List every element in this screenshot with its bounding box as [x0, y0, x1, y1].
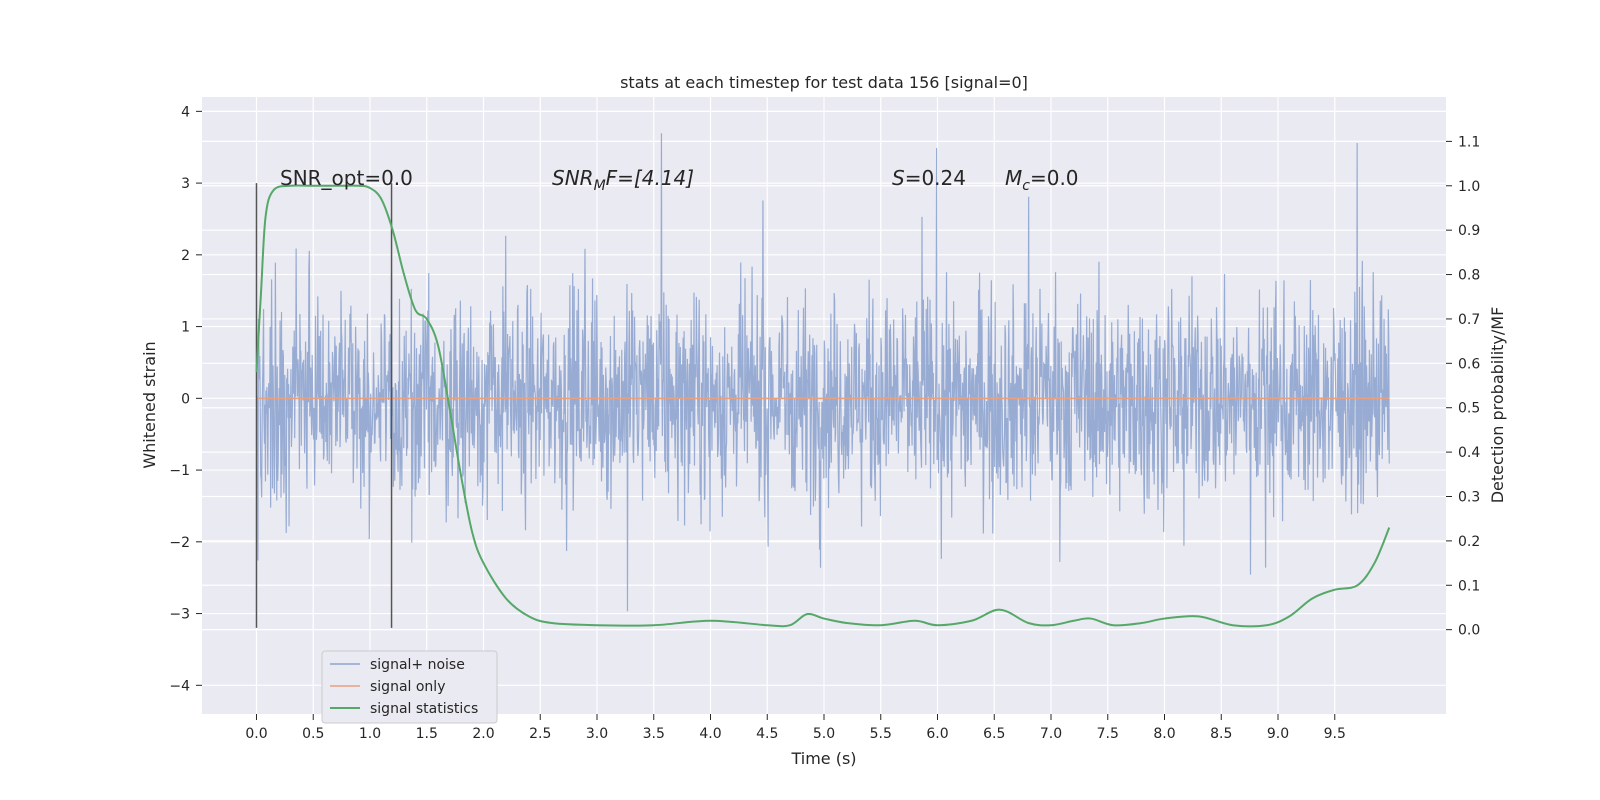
- x-axis-ticks: 0.0 0.5 1.0 1.5 2.0 2.5 3.0 3.5 4.0 4.5 5.0 5.5 6.0 6…: [245, 714, 1346, 742]
- legend-box: [321, 650, 498, 724]
- right-axis-label: Detection probability/MF: [1488, 307, 1507, 504]
- x-tick-label: 0.0: [245, 726, 267, 742]
- right-tick-label: 0.8: [1458, 268, 1480, 284]
- x-tick-label: 6.0: [926, 726, 948, 742]
- x-tick-label: 5.5: [870, 726, 892, 742]
- x-tick-label: 4.0: [699, 726, 721, 742]
- x-tick-label: 4.5: [756, 726, 778, 742]
- y-tick-label: 2: [181, 248, 190, 264]
- right-tick-label: 0.3: [1458, 489, 1480, 505]
- mc-rest: =0.0: [1030, 166, 1079, 190]
- x-tick-label: 3.0: [586, 726, 608, 742]
- snr-mf-annotation: SNRMF=[4.14]: [552, 166, 694, 194]
- legend-label-signal-noise: signal+ noise: [370, 657, 465, 673]
- mc-annotation: Mc=0.0: [1005, 166, 1079, 194]
- legend-label-signal-only: signal only: [370, 679, 445, 695]
- right-tick-label: 0.7: [1458, 312, 1480, 328]
- y-tick-label: 1: [181, 320, 190, 336]
- x-tick-label: 7.5: [1097, 726, 1119, 742]
- x-tick-label: 5.0: [813, 726, 835, 742]
- right-tick-label: 0.1: [1458, 578, 1480, 594]
- s-rest: =0.24: [905, 166, 966, 190]
- legend: signal+ noise signal only signal statist…: [321, 650, 498, 724]
- right-tick-label: 0.4: [1458, 445, 1480, 461]
- mc-subscript: c: [1022, 178, 1030, 194]
- y-tick-label: −1: [169, 463, 190, 479]
- right-tick-label: 0.2: [1458, 534, 1480, 550]
- y-tick-label: −4: [169, 678, 190, 694]
- snr-mf-main: SNR: [552, 166, 594, 190]
- y-axis-label: Whitened strain: [140, 341, 159, 468]
- x-tick-label: 0.5: [302, 726, 324, 742]
- right-tick-label: 0.6: [1458, 356, 1480, 372]
- x-tick-label: 9.5: [1324, 726, 1346, 742]
- y-tick-label: −3: [169, 607, 190, 623]
- s-main: S: [892, 166, 905, 190]
- y-axis-ticks: −4 −3 −2 −1 0 1 2 3 4: [169, 104, 202, 694]
- x-tick-label: 1.5: [416, 726, 438, 742]
- x-tick-label: 7.0: [1040, 726, 1062, 742]
- y-tick-label: 4: [181, 104, 190, 120]
- x-tick-label: 8.0: [1153, 726, 1175, 742]
- x-tick-label: 2.0: [472, 726, 494, 742]
- snr-opt-annotation: SNR_opt=0.0: [280, 166, 413, 190]
- snr-mf-rest: F=[4.14]: [606, 166, 694, 190]
- y-tick-label: 0: [181, 391, 190, 407]
- x-tick-label: 6.5: [983, 726, 1005, 742]
- legend-label-signal-statistics: signal statistics: [370, 701, 478, 717]
- x-tick-label: 9.0: [1267, 726, 1289, 742]
- signal-statistics-series: [255, 184, 1391, 628]
- right-axis-ticks: 0.0 0.1 0.2 0.3 0.4 0.5 0.6 0.7 0.8 0.9 1.0 1.1: [1446, 134, 1480, 639]
- right-tick-label: 0.5: [1458, 401, 1480, 417]
- s-annotation: S=0.24: [892, 166, 966, 190]
- chart-title: stats at each timestep for test data 156…: [620, 73, 1028, 92]
- x-tick-label: 2.5: [529, 726, 551, 742]
- y-tick-label: 3: [181, 176, 190, 192]
- event-marker-lines: [255, 183, 393, 628]
- right-tick-label: 1.1: [1458, 134, 1480, 150]
- x-tick-label: 8.5: [1210, 726, 1232, 742]
- y-tick-label: −2: [169, 535, 190, 551]
- right-tick-label: 1.0: [1458, 179, 1480, 195]
- mc-main: M: [1005, 166, 1022, 190]
- snr-mf-subscript: M: [594, 178, 606, 194]
- x-tick-label: 3.5: [643, 726, 665, 742]
- right-tick-label: 0.0: [1458, 623, 1480, 639]
- x-tick-label: 1.0: [359, 726, 381, 742]
- x-axis-label: Time (s): [790, 749, 856, 768]
- right-tick-label: 0.9: [1458, 223, 1480, 239]
